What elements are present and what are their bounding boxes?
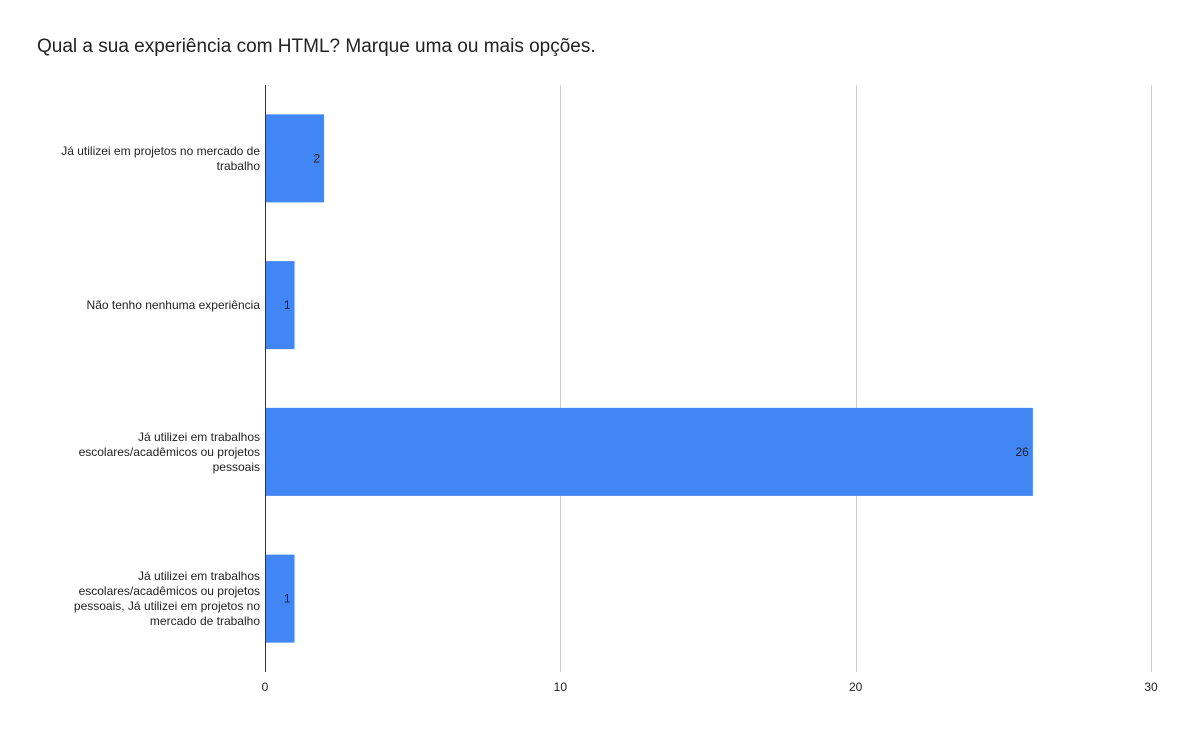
category-label: Já utilizei em trabalhos escolares/acadêm…: [79, 430, 260, 474]
bar: [265, 114, 325, 203]
bar: [265, 554, 295, 643]
category-label-line: pessoais: [213, 460, 260, 474]
data-label: 26: [1016, 445, 1030, 459]
category-label-line: pessoais, Já utilizei em projetos no: [74, 599, 260, 613]
category-label-line: escolares/acadêmicos ou projetos: [79, 445, 260, 459]
category-label-line: Já utilizei em projetos no mercado de: [61, 144, 260, 158]
x-tick-label: 30: [1144, 680, 1158, 694]
x-tick-label: 20: [849, 680, 863, 694]
bar: [265, 407, 1033, 496]
category-label-line: mercado de trabalho: [150, 614, 260, 628]
x-tick-label: 0: [262, 680, 269, 694]
category-label-line: escolares/acadêmicos ou projetos: [79, 584, 260, 598]
category-label: Já utilizei em projetos no mercado de tra…: [61, 144, 260, 173]
data-label: 2: [313, 151, 320, 165]
bar: [265, 261, 295, 350]
data-label: 1: [284, 592, 291, 606]
category-label: Não tenho nenhuma experiência: [87, 298, 261, 312]
category-label-line: Não tenho nenhuma experiência: [87, 298, 261, 312]
data-label: 1: [284, 298, 291, 312]
category-label-line: Já utilizei em trabalhos: [138, 569, 260, 583]
category-label-line: Já utilizei em trabalhos: [138, 430, 260, 444]
chart-title: Qual a sua experiência com HTML? Marque …: [37, 36, 596, 57]
category-label-line: trabalho: [217, 159, 261, 173]
x-tick-label: 10: [554, 680, 568, 694]
category-label: Já utilizei em trabalhos escolares/acadêm…: [74, 569, 260, 628]
